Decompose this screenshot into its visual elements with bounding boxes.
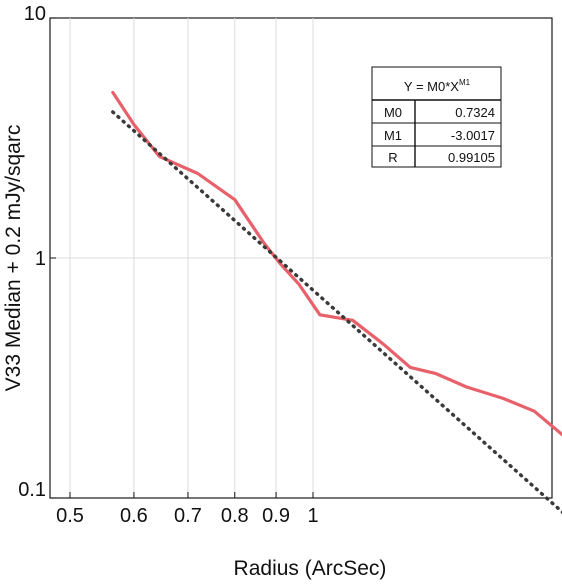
x-tick-label: 0.5: [56, 505, 84, 527]
fit-table: Y = M0*XM1 M0 0.7324 M1 -3.0017 R 0.9910…: [371, 66, 502, 168]
x-tick-label: 1: [307, 505, 318, 527]
x-axis-title: Radius (ArcSec): [234, 557, 387, 580]
x-tick-label: 0.6: [120, 505, 148, 527]
x-axis-ticks: 0.5 0.6 0.7 0.8 0.9 1: [56, 492, 319, 527]
series-layer: [111, 90, 562, 515]
data-line: [111, 90, 562, 437]
fit-param-value: 0.7324: [455, 105, 495, 120]
fit-param-value: 0.99105: [448, 150, 495, 165]
fit-param-label: M0: [384, 105, 402, 120]
fit-equation: Y = M0*X: [404, 79, 459, 94]
y-tick-label: 1: [35, 248, 46, 270]
fit-line: [111, 110, 562, 515]
fit-param-label: R: [388, 150, 397, 165]
y-tick-label: 10: [24, 3, 46, 25]
y-axis-title: V33 Median + 0.2 mJy/sqarc: [2, 125, 25, 392]
y-axis-ticks: 0.1 1 10: [18, 3, 56, 501]
fit-table-frame: [371, 66, 502, 168]
fit-table-header: Y = M0*XM1: [404, 78, 471, 94]
fit-param-label: M1: [384, 128, 402, 143]
x-tick-label: 0.7: [174, 505, 202, 527]
y-tick-label: 0.1: [18, 479, 46, 501]
x-tick-label: 0.8: [221, 505, 249, 527]
x-tick-label: 0.9: [262, 505, 290, 527]
fit-param-value: -3.0017: [451, 128, 495, 143]
fit-equation-superscript: M1: [459, 78, 471, 87]
